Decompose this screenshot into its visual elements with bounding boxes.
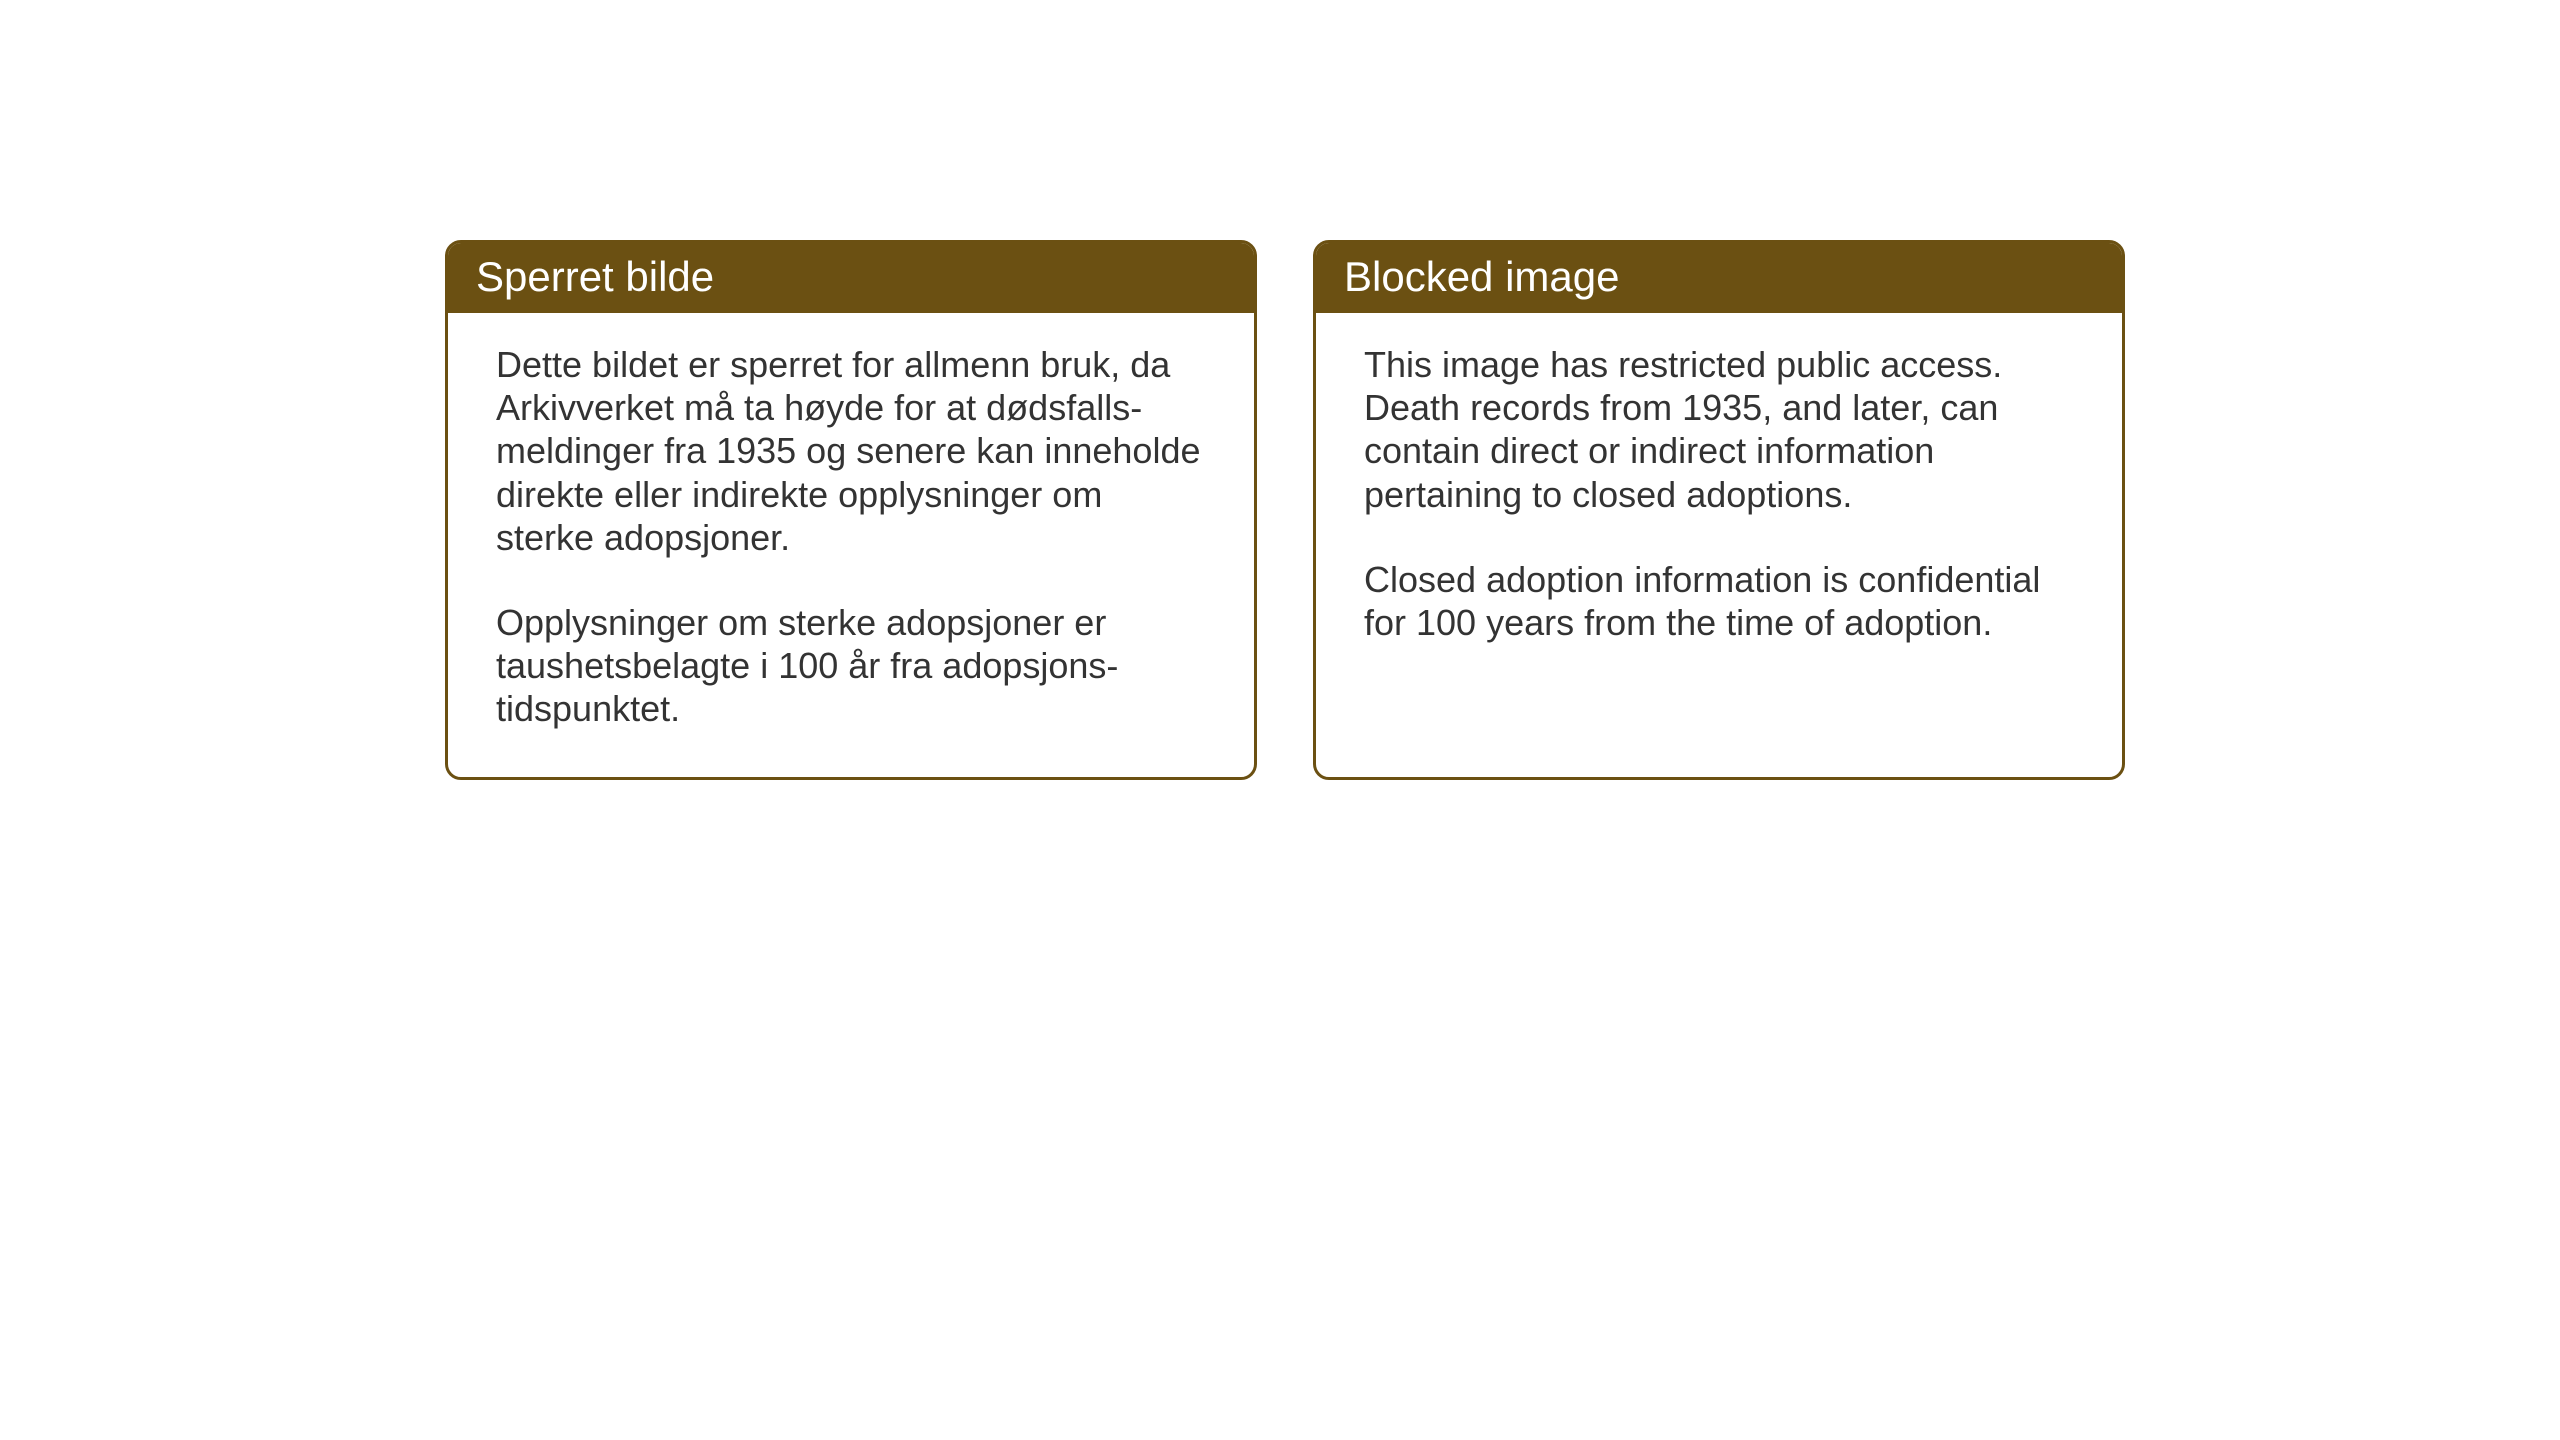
norwegian-paragraph-1: Dette bildet er sperret for allmenn bruk… xyxy=(496,343,1206,559)
english-paragraph-2: Closed adoption information is confident… xyxy=(1364,558,2074,644)
norwegian-card-body: Dette bildet er sperret for allmenn bruk… xyxy=(448,313,1254,777)
norwegian-paragraph-2: Opplysninger om sterke adopsjoner er tau… xyxy=(496,601,1206,731)
english-paragraph-1: This image has restricted public access.… xyxy=(1364,343,2074,516)
norwegian-card: Sperret bilde Dette bildet er sperret fo… xyxy=(445,240,1257,780)
english-card: Blocked image This image has restricted … xyxy=(1313,240,2125,780)
cards-container: Sperret bilde Dette bildet er sperret fo… xyxy=(445,240,2125,780)
english-card-title: Blocked image xyxy=(1344,253,1619,300)
norwegian-card-title: Sperret bilde xyxy=(476,253,714,300)
english-card-header: Blocked image xyxy=(1316,243,2122,313)
norwegian-card-header: Sperret bilde xyxy=(448,243,1254,313)
english-card-body: This image has restricted public access.… xyxy=(1316,313,2122,690)
